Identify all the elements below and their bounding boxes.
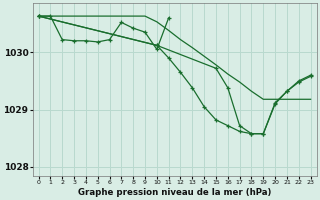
X-axis label: Graphe pression niveau de la mer (hPa): Graphe pression niveau de la mer (hPa) [78, 188, 271, 197]
